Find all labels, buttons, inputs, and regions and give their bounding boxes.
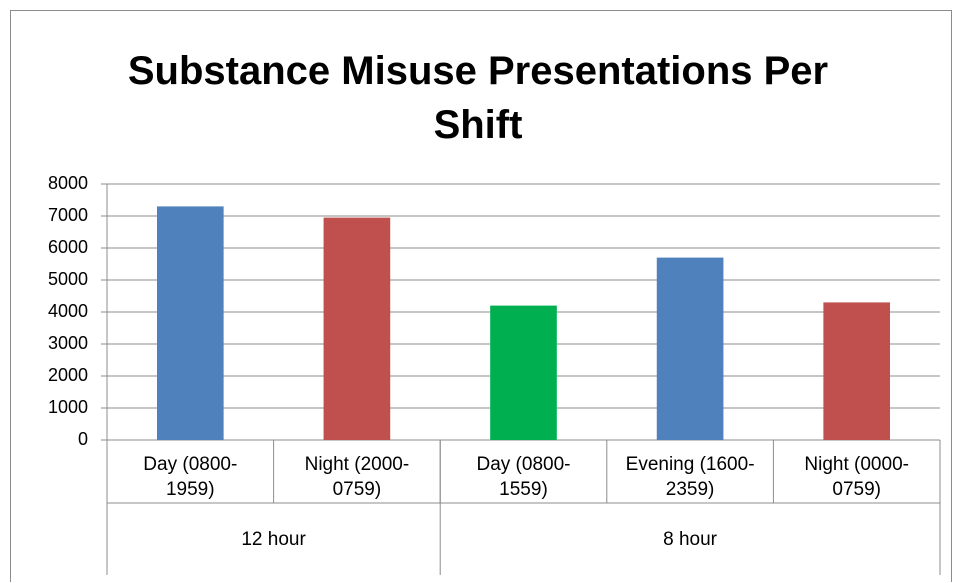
bar — [323, 217, 391, 440]
group-label: 12 hour — [241, 529, 306, 550]
y-tick-label: 8000 — [48, 173, 88, 193]
bar — [823, 302, 891, 440]
x-tick-label: Evening (1600- 2359) — [625, 454, 755, 500]
y-tick-label: 4000 — [48, 301, 88, 321]
y-tick-label: 3000 — [48, 333, 88, 353]
x-tick-label: Day (0800- 1959) — [143, 454, 238, 500]
group-label: 8 hour — [663, 529, 718, 550]
y-tick-label: 1000 — [48, 397, 88, 417]
y-tick-label: 6000 — [48, 237, 88, 257]
chart-frame — [10, 10, 952, 582]
y-tick-label: 7000 — [48, 205, 88, 225]
chart-title: Substance Misuse Presentations Per Shift — [127, 49, 829, 147]
x-tick-label: Night (0000- 0759) — [804, 454, 909, 500]
x-tick-label: Night (2000- 0759) — [304, 454, 410, 500]
bar — [656, 257, 724, 440]
bar — [490, 305, 557, 440]
x-tick-label: Day (0800- 1559) — [476, 454, 571, 500]
y-tick-label: 5000 — [48, 269, 88, 289]
y-tick-label: 0 — [78, 429, 88, 449]
bar — [156, 206, 224, 440]
y-tick-label: 2000 — [48, 365, 88, 385]
